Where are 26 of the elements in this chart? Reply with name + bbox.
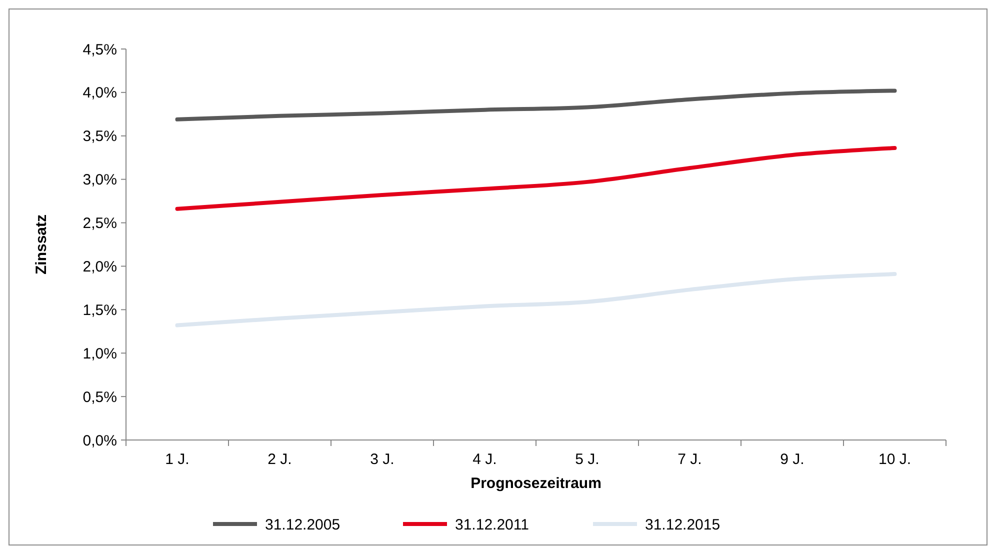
line-series [175, 272, 897, 328]
x-tick-label: 3 J. [370, 451, 394, 468]
y-axis-title: Zinssatz [33, 214, 50, 275]
line-series [175, 88, 897, 122]
y-tick-label: 4,5% [82, 41, 117, 58]
y-tick-label: 2,5% [82, 215, 117, 232]
x-tick-label: 7 J. [678, 451, 702, 468]
legend-label: 31.12.2011 [455, 516, 529, 534]
x-tick-label: 2 J. [268, 451, 292, 468]
legend-label: 31.12.2005 [265, 516, 340, 534]
y-tick-label: 3,5% [82, 128, 117, 146]
x-tick-label: 9 J. [780, 451, 804, 468]
x-tick-label: 4 J. [472, 451, 497, 468]
y-tick-label: 1,5% [82, 302, 117, 319]
x-axis-title: Prognosezeitraum [470, 475, 602, 492]
y-tick-label: 0,5% [82, 388, 117, 406]
line-series [175, 146, 897, 211]
y-tick-label: 3,0% [82, 172, 117, 189]
y-tick-label: 1,0% [82, 345, 117, 362]
x-tick-label: 1 J. [165, 451, 190, 468]
legend-label: 31.12.2015 [645, 516, 720, 534]
x-tick-label: 5 J. [575, 451, 600, 468]
y-tick-label: 0,0% [82, 432, 117, 450]
x-tick-label: 10 J. [878, 451, 912, 468]
y-tick-label: 2,0% [82, 258, 117, 276]
y-tick-label: 4,0% [82, 84, 117, 102]
